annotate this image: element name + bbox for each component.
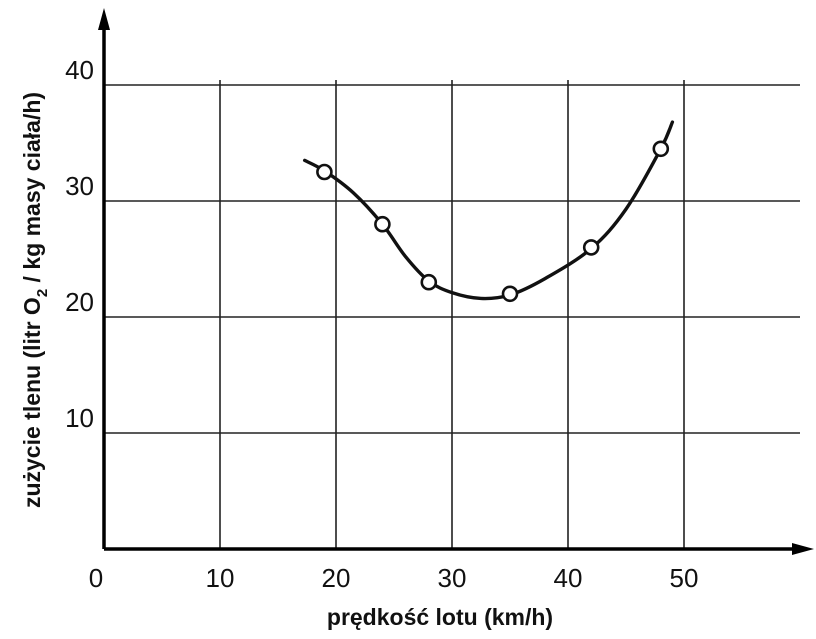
grid [104,80,800,549]
y-axis-label-subscript: 2 [34,289,51,297]
data-point-1 [374,215,391,233]
data-point-3 [501,285,519,303]
x-tick-label-10: 10 [206,563,235,593]
data-series [302,120,675,303]
y-axis-label-main: zużycie tlenu (litr O [19,297,45,508]
data-point-5 [652,140,670,158]
x-axis-label: prędkość lotu (km/h) [327,604,553,630]
y-axis-arrow [98,8,110,30]
x-axis-arrow [792,543,814,555]
data-point-2 [420,273,438,291]
y-tick-label-20: 20 [65,287,94,317]
y-tick-label-40: 40 [65,55,94,85]
series-curve-0 [302,120,675,301]
tick-labels: 0 10 20 30 40 50 10 20 30 40 [65,55,698,593]
x-tick-label-20: 20 [322,563,351,593]
x-tick-label-40: 40 [554,563,583,593]
axes [98,8,814,555]
x-tick-label-0: 0 [89,563,103,593]
y-axis-label: zużycie tlenu (litr O2 / kg masy ciała/h… [19,92,51,508]
y-tick-label-10: 10 [65,403,94,433]
y-tick-label-30: 30 [65,171,94,201]
data-point-0 [316,163,333,181]
y-axis-label-rest: / kg masy ciała/h) [19,92,45,289]
x-tick-label-30: 30 [438,563,467,593]
data-point-4 [582,239,600,256]
x-tick-label-50: 50 [670,563,699,593]
